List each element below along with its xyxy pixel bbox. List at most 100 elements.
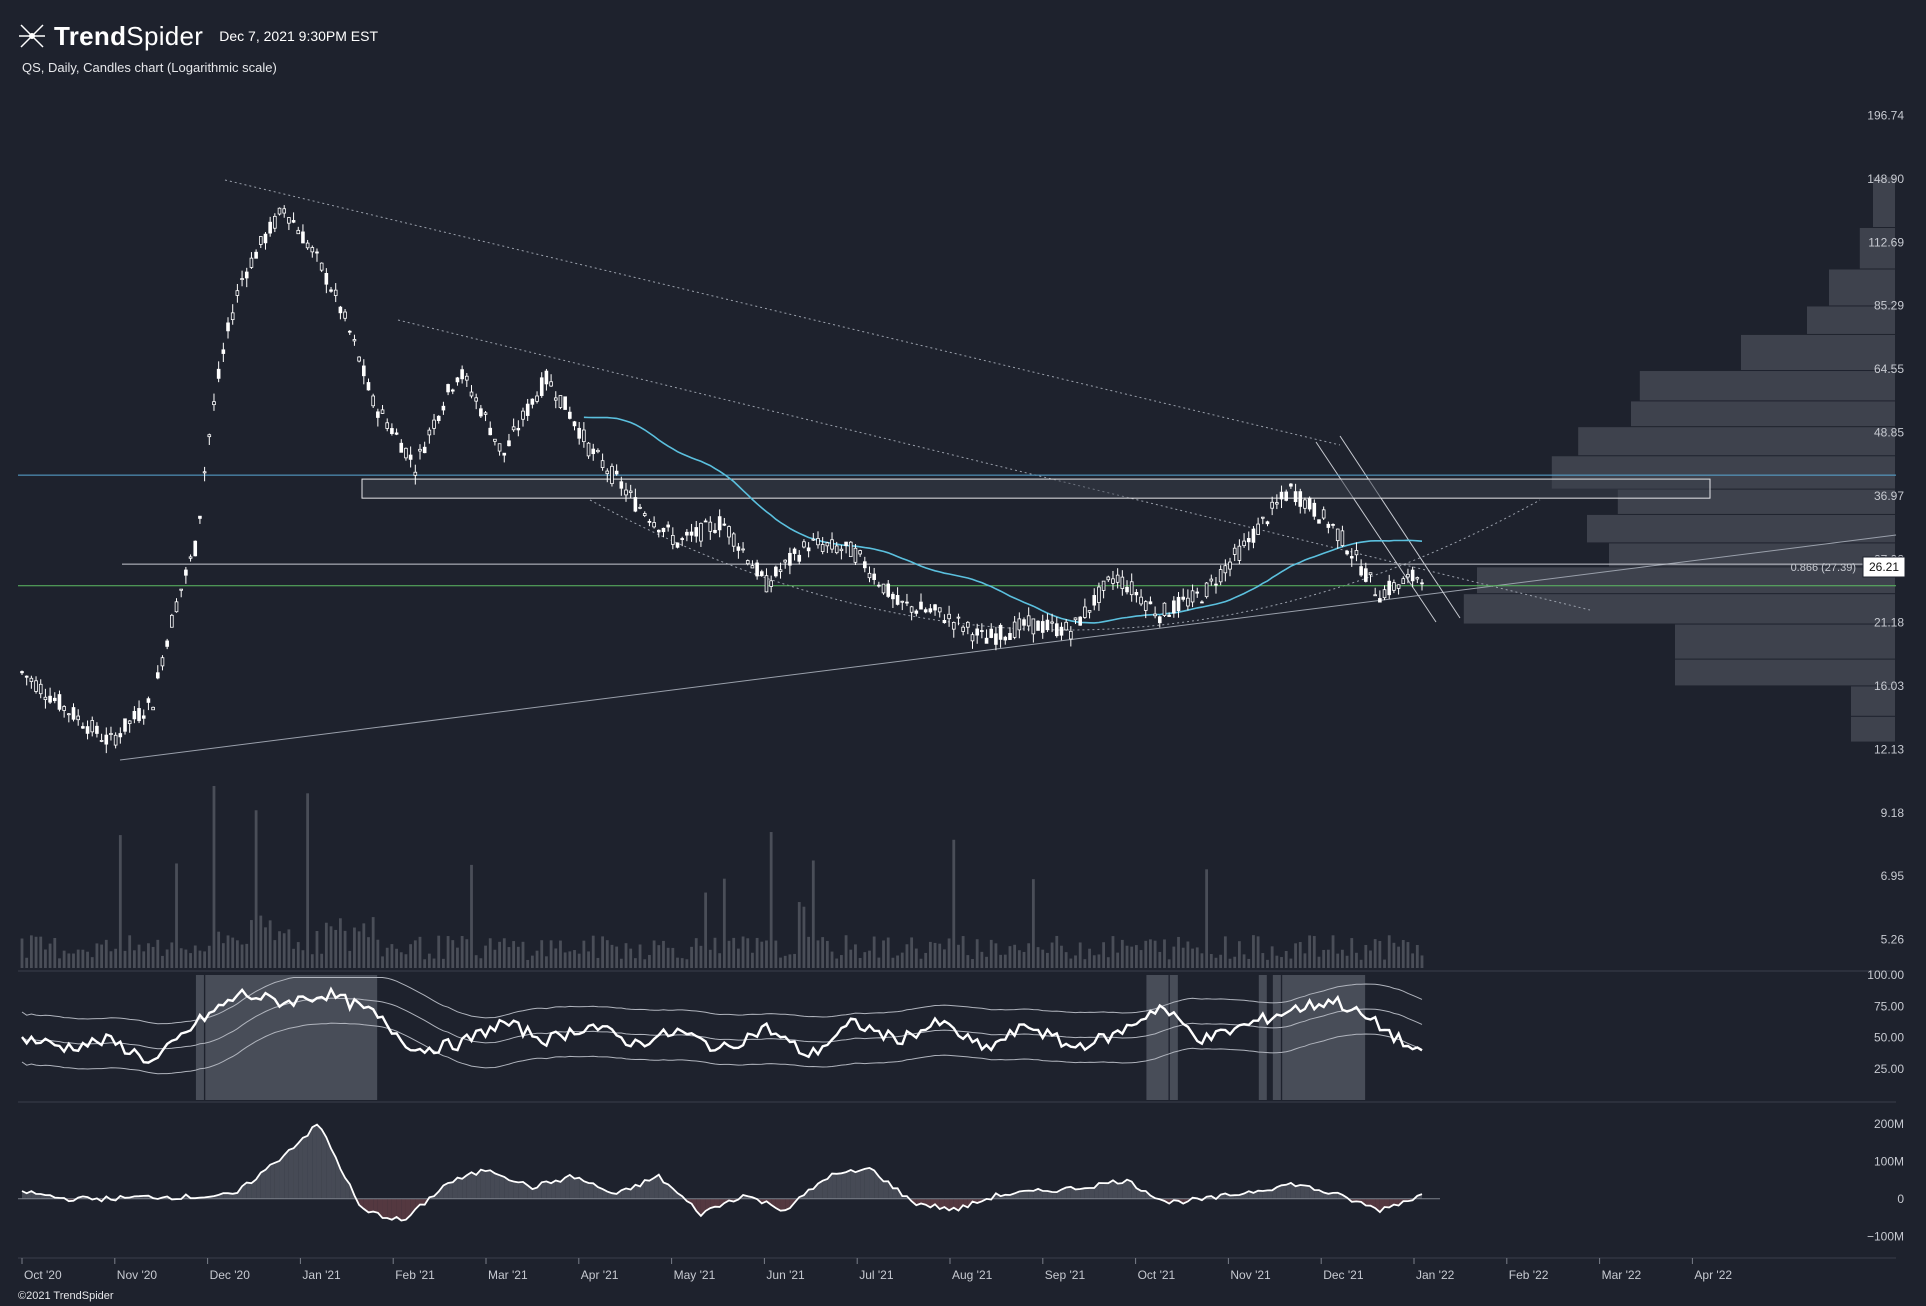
volume-bar — [1120, 939, 1124, 968]
flow-area — [523, 1181, 528, 1199]
candle-body — [450, 389, 455, 392]
candle-body — [174, 601, 179, 613]
volume-bar — [928, 941, 932, 968]
candle-body — [1317, 519, 1321, 524]
flow-area — [958, 1198, 964, 1211]
rsi-axis: 100.00 75.00 50.00 25.00 — [1867, 968, 1904, 1076]
candle-body — [1392, 582, 1396, 591]
flow-area — [1052, 1191, 1057, 1199]
candle-body — [1059, 626, 1064, 636]
volume-bar — [1373, 939, 1377, 968]
volume-profile-bar — [1741, 334, 1895, 371]
candle-body — [759, 571, 764, 576]
volume-bar — [62, 950, 66, 968]
flow-area — [223, 1193, 229, 1199]
flow-area — [626, 1188, 631, 1199]
candle-body — [942, 619, 947, 624]
volume-bar — [259, 915, 263, 968]
volume-bar — [1074, 955, 1077, 968]
volume-bar — [774, 940, 778, 968]
candle-body — [1181, 596, 1186, 600]
candle-body — [881, 583, 886, 594]
volume-bar — [245, 943, 249, 968]
volume-bar — [877, 957, 881, 968]
volume-bar — [1130, 946, 1134, 968]
volume-bar — [825, 940, 829, 968]
volume-bar — [765, 940, 768, 968]
volume-bar — [100, 944, 103, 968]
candle-body — [914, 610, 919, 614]
volume-bar — [460, 936, 464, 968]
volume-bar — [156, 939, 160, 968]
candle-body — [825, 542, 830, 547]
candle-body — [216, 368, 221, 379]
flow-area — [1295, 1185, 1301, 1199]
volume-bar — [919, 958, 923, 968]
price-tick-label: 6.95 — [1881, 869, 1905, 883]
time-tick-label: Jul '21 — [859, 1268, 894, 1282]
flow-area — [448, 1182, 453, 1199]
flow-area — [1047, 1191, 1053, 1199]
flow-area — [588, 1182, 594, 1199]
volume-bar — [114, 948, 118, 968]
candle-body — [1153, 613, 1157, 617]
flow-area — [583, 1181, 589, 1199]
candle-body — [647, 520, 652, 523]
candle-body — [1335, 528, 1340, 542]
volume-bar — [1139, 950, 1143, 968]
header: TrendSpider Dec 7, 2021 9:30PM EST — [18, 18, 378, 54]
candle-body — [975, 628, 979, 636]
volume-bar — [357, 931, 361, 968]
volume-bar — [1298, 942, 1302, 968]
volume-profile-bar — [1463, 594, 1895, 624]
candle-body — [563, 396, 567, 410]
time-tick-label: Jun '21 — [766, 1268, 805, 1282]
candle-body — [1378, 598, 1382, 603]
volume-bar — [629, 948, 633, 968]
candle-body — [1345, 550, 1349, 555]
candle-body — [998, 624, 1003, 640]
volume-bar — [994, 943, 998, 968]
price-tick-label: 85.29 — [1874, 299, 1904, 313]
candle-body — [446, 384, 450, 393]
candle-body — [755, 562, 759, 577]
candle-body — [788, 552, 792, 566]
volume-bar — [1369, 950, 1372, 968]
volume-bar — [788, 954, 792, 968]
flow-area — [1098, 1182, 1104, 1199]
price-candles[interactable] — [20, 205, 1424, 754]
candle-body — [57, 694, 62, 710]
volume-bar — [1111, 936, 1115, 968]
volume-bar — [409, 944, 413, 968]
flow-area — [1127, 1179, 1132, 1199]
candle-body — [619, 481, 624, 489]
volume-bar — [343, 930, 347, 968]
volume-bar — [1181, 947, 1185, 968]
volume-bar — [76, 949, 80, 968]
candle-body — [273, 215, 277, 229]
volume-bar — [118, 835, 122, 968]
candle-body — [357, 356, 361, 362]
flow-area — [494, 1173, 500, 1199]
volume-bar — [320, 953, 324, 968]
flow-area — [452, 1177, 458, 1199]
candle-body — [966, 621, 970, 628]
volume-bar — [1097, 954, 1101, 968]
volume-bar — [1237, 941, 1241, 968]
volume-bar — [1266, 959, 1269, 968]
candle-body — [1275, 502, 1279, 505]
volume-bar — [1322, 949, 1326, 968]
candle-body — [867, 572, 872, 579]
volume-bar — [334, 929, 338, 968]
volume-profile-bar — [1873, 177, 1895, 228]
flow-area — [293, 1143, 299, 1199]
candle-body — [596, 449, 600, 453]
volume-bar — [540, 940, 544, 968]
candle-body — [165, 640, 169, 647]
rsi-tick-label: 25.00 — [1874, 1062, 1904, 1076]
volume-bar — [1228, 958, 1232, 968]
time-tick-label: Sep '21 — [1045, 1268, 1086, 1282]
flow-area — [555, 1180, 561, 1199]
candle-body — [1190, 590, 1195, 603]
